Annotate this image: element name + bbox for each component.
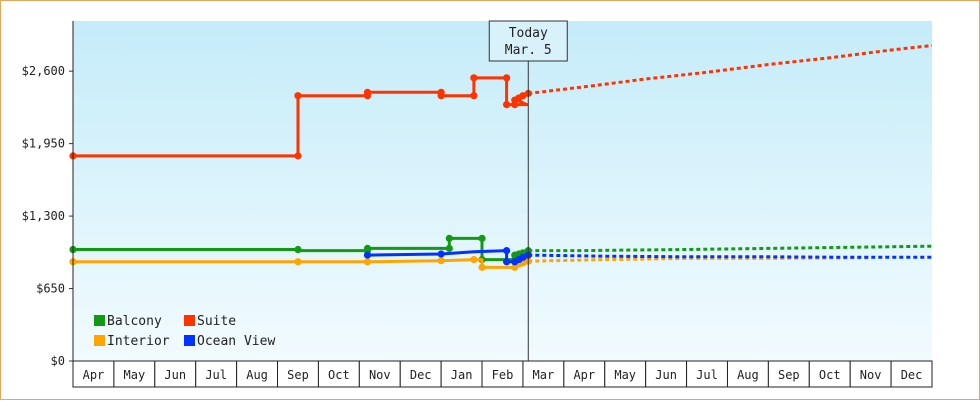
series-ocean-view-forecast-line — [528, 253, 932, 259]
today-label: Today — [509, 26, 548, 41]
y-tick-label: $1,300 — [22, 209, 65, 223]
legend-label: Ocean View — [197, 334, 275, 349]
plot-area — [73, 21, 932, 361]
x-tick-label: Sep — [287, 368, 309, 382]
legend-label: Interior — [107, 334, 170, 349]
x-tick-label: May — [124, 368, 146, 382]
x-tick-label: Jul — [205, 368, 227, 382]
series-suite-point[interactable] — [294, 92, 302, 100]
y-tick-label: $650 — [36, 282, 65, 296]
y-tick-label: $0 — [51, 354, 65, 368]
series-ocean-view-point[interactable] — [502, 247, 511, 255]
series-suite — [69, 44, 933, 160]
x-tick-label: Dec — [901, 368, 923, 382]
series-ocean-view-point[interactable] — [437, 250, 445, 258]
legend-item-balcony[interactable]: Balcony — [94, 314, 162, 329]
legend-item-suite[interactable]: Suite — [184, 314, 236, 329]
series-ocean-view — [363, 247, 932, 266]
x-month-cell — [808, 360, 851, 388]
x-tick-label: May — [614, 368, 636, 382]
x-tick-label: Jul — [696, 368, 718, 382]
legend-swatch — [94, 315, 105, 326]
x-month-cell — [277, 360, 319, 388]
legend-item-ocean-view[interactable]: Ocean View — [184, 334, 275, 349]
legend-label: Balcony — [107, 314, 162, 329]
x-tick-label: Aug — [737, 368, 759, 382]
legend-swatch — [184, 335, 195, 346]
today-date: Mar. 5 — [505, 43, 552, 58]
x-month-cell — [686, 360, 728, 388]
series-suite-point[interactable] — [437, 92, 445, 100]
series-balcony-point[interactable] — [445, 234, 453, 242]
x-tick-label: Jun — [655, 368, 677, 382]
legend-label: Suite — [197, 314, 236, 329]
legend-swatch — [94, 335, 105, 346]
y-tick-label: $1,950 — [22, 137, 65, 151]
x-month-cell — [563, 360, 606, 388]
series-balcony-point[interactable] — [445, 244, 453, 253]
series-interior-point[interactable] — [363, 258, 372, 266]
x-tick-label: Oct — [819, 368, 841, 382]
x-month-cell — [154, 360, 197, 388]
series-ocean-view-point[interactable] — [502, 258, 511, 266]
x-tick-label: Dec — [410, 368, 432, 382]
series-interior-point[interactable] — [470, 255, 478, 264]
x-month-cell — [481, 360, 524, 388]
series-suite-point[interactable] — [502, 74, 511, 82]
series-suite-point[interactable] — [363, 88, 372, 96]
x-month-cell — [890, 360, 933, 388]
x-tick-label: Mar — [533, 368, 555, 382]
today-annotation-box — [488, 20, 568, 62]
series-balcony-point[interactable] — [294, 245, 302, 254]
series-suite-point[interactable] — [294, 152, 302, 160]
series-suite-point[interactable] — [502, 101, 511, 109]
series-balcony-point[interactable] — [478, 234, 486, 242]
series-suite-point[interactable] — [470, 74, 478, 82]
x-month-cell — [317, 360, 360, 388]
series-suite-point[interactable] — [470, 92, 478, 100]
series-suite-forecast-line — [528, 44, 933, 95]
x-tick-label: Aug — [246, 368, 268, 382]
x-month-cell — [358, 360, 401, 388]
x-tick-label: Sep — [778, 368, 800, 382]
x-tick-label: Oct — [328, 368, 350, 382]
legend-item-interior[interactable]: Interior — [94, 334, 170, 349]
x-tick-label: Apr — [573, 368, 595, 382]
x-tick-label: Jun — [164, 368, 186, 382]
x-tick-label: Apr — [83, 368, 105, 382]
x-tick-label: Nov — [369, 368, 391, 382]
x-month-cell — [604, 360, 647, 388]
x-month-cell — [645, 360, 688, 388]
x-tick-label: Nov — [860, 368, 882, 382]
y-tick-label: $2,600 — [22, 64, 65, 78]
series-interior-point[interactable] — [294, 258, 302, 266]
series-balcony-forecast-line — [528, 244, 933, 253]
series-ocean-view-point[interactable] — [363, 251, 372, 259]
x-month-cell — [113, 360, 156, 388]
x-month-cell — [399, 360, 442, 388]
x-month-cell — [726, 360, 769, 388]
legend-swatch — [184, 315, 195, 326]
series-interior-point[interactable] — [478, 263, 486, 271]
x-tick-label: Feb — [492, 368, 514, 382]
series-interior-point[interactable] — [437, 257, 445, 265]
x-tick-label: Jan — [451, 368, 473, 382]
x-month-cell — [236, 360, 279, 388]
